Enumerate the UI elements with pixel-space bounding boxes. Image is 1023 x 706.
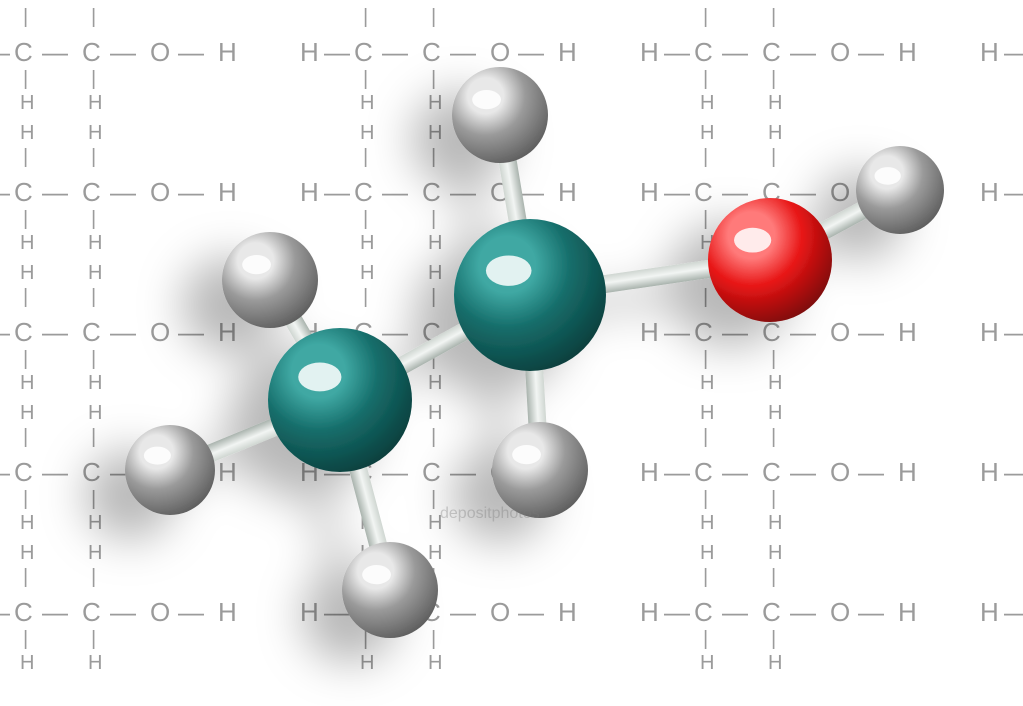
atom-H4 — [492, 422, 588, 518]
atom-highlight — [362, 565, 391, 584]
atom-highlight — [734, 228, 771, 253]
atom-H6 — [856, 146, 944, 234]
atom-highlight — [144, 447, 171, 465]
atom-highlight — [874, 167, 900, 185]
atom-H1 — [125, 425, 215, 515]
atom-H3 — [342, 542, 438, 638]
atom-highlight — [486, 255, 532, 285]
atom-H5 — [452, 67, 548, 163]
atom-H2 — [222, 232, 318, 328]
atom-highlight — [242, 255, 271, 274]
atom-highlight — [472, 90, 501, 109]
atom-highlight — [298, 363, 341, 392]
molecule-group — [125, 67, 944, 638]
molecule-diagram: HH||H—C—C—O—H||HHHH||H—C—C—O—H||HHHH||H—… — [0, 0, 1023, 706]
molecule-svg — [0, 0, 1023, 706]
atom-O1 — [708, 198, 832, 322]
atom-highlight — [512, 445, 541, 464]
atom-C2 — [454, 219, 606, 371]
atom-C1 — [268, 328, 412, 472]
